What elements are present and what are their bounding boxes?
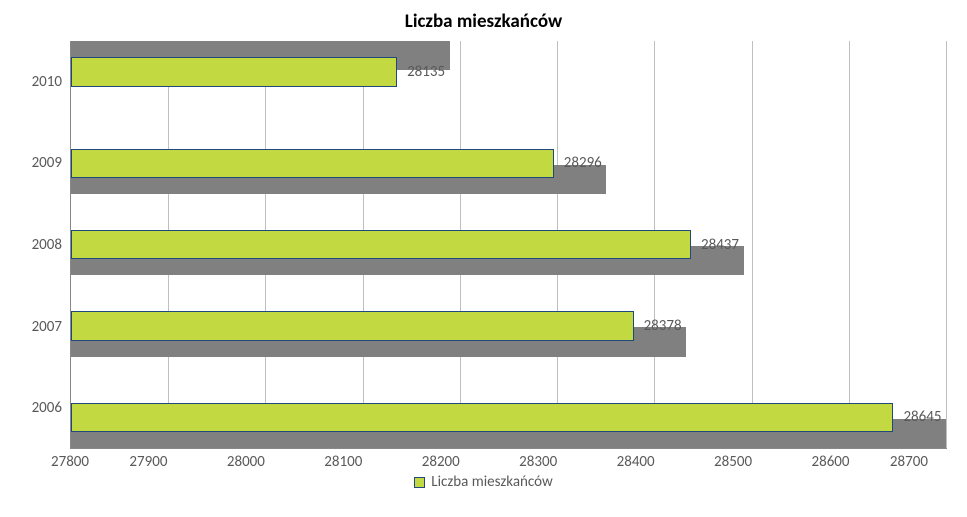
bar-slot: 28135 — [71, 41, 947, 122]
bar — [71, 403, 893, 432]
chart-container: Liczba mieszkańców 20102009200820072006 … — [0, 0, 967, 517]
bar-value-label: 28135 — [407, 63, 445, 81]
y-axis-label: 2009 — [32, 123, 62, 205]
plot-area: 28135 28296 28437 28378 28645 — [70, 41, 947, 449]
y-axis: 20102009200820072006 — [20, 41, 70, 449]
legend-swatch — [414, 477, 425, 488]
bar-slot: 28378 — [71, 285, 947, 366]
bars-layer: 28135 28296 28437 28378 28645 — [71, 41, 947, 448]
bar-slot: 28645 — [71, 367, 947, 448]
legend-label: Liczba mieszkańców — [431, 473, 552, 491]
chart-title: Liczba mieszkańców — [20, 10, 947, 33]
y-axis-label: 2006 — [32, 367, 62, 449]
y-axis-label: 2008 — [32, 204, 62, 286]
bar — [71, 149, 554, 178]
bar-slot: 28296 — [71, 122, 947, 203]
bar-value-label: 28296 — [564, 154, 602, 172]
plot-row: 20102009200820072006 28135 28296 28437 2837… — [20, 41, 947, 449]
bar-value-label: 28437 — [701, 236, 739, 254]
bar — [71, 230, 691, 259]
y-axis-label: 2007 — [32, 286, 62, 368]
bar — [71, 311, 634, 340]
bar-slot: 28437 — [71, 204, 947, 285]
y-axis-label: 2010 — [32, 41, 62, 123]
legend: Liczba mieszkańców — [20, 473, 947, 491]
bar-value-label: 28378 — [644, 317, 682, 335]
x-axis: 2780027900280002810028200283002840028500… — [70, 449, 947, 471]
bar-value-label: 28645 — [903, 408, 941, 426]
bar — [71, 57, 397, 86]
